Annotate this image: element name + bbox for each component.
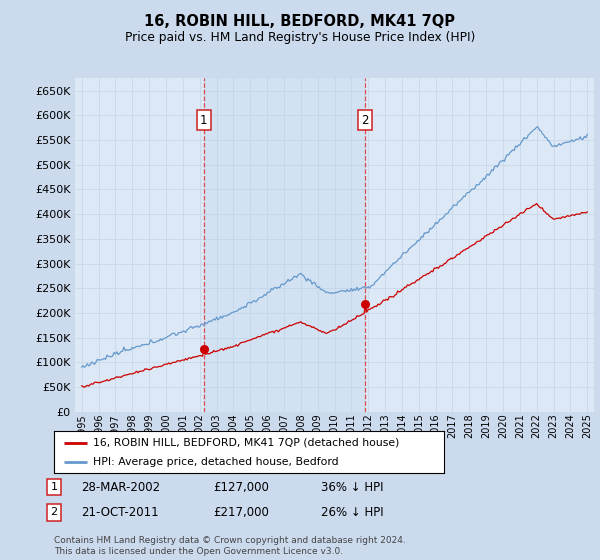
Text: Contains HM Land Registry data © Crown copyright and database right 2024.
This d: Contains HM Land Registry data © Crown c… [54, 536, 406, 556]
Text: 2: 2 [50, 507, 58, 517]
Text: 26% ↓ HPI: 26% ↓ HPI [321, 506, 383, 519]
Text: 28-MAR-2002: 28-MAR-2002 [81, 480, 160, 494]
Text: 21-OCT-2011: 21-OCT-2011 [81, 506, 158, 519]
Bar [204, 78, 365, 412]
Text: 1: 1 [200, 114, 208, 127]
Text: £217,000: £217,000 [213, 506, 269, 519]
Text: 2: 2 [361, 114, 368, 127]
Text: 1: 1 [50, 482, 58, 492]
Text: £127,000: £127,000 [213, 480, 269, 494]
Text: 36% ↓ HPI: 36% ↓ HPI [321, 480, 383, 494]
Text: 16, ROBIN HILL, BEDFORD, MK41 7QP: 16, ROBIN HILL, BEDFORD, MK41 7QP [145, 14, 455, 29]
Text: HPI: Average price, detached house, Bedford: HPI: Average price, detached house, Bedf… [93, 457, 338, 467]
Text: Price paid vs. HM Land Registry's House Price Index (HPI): Price paid vs. HM Land Registry's House … [125, 31, 475, 44]
Text: 16, ROBIN HILL, BEDFORD, MK41 7QP (detached house): 16, ROBIN HILL, BEDFORD, MK41 7QP (detac… [93, 437, 400, 447]
